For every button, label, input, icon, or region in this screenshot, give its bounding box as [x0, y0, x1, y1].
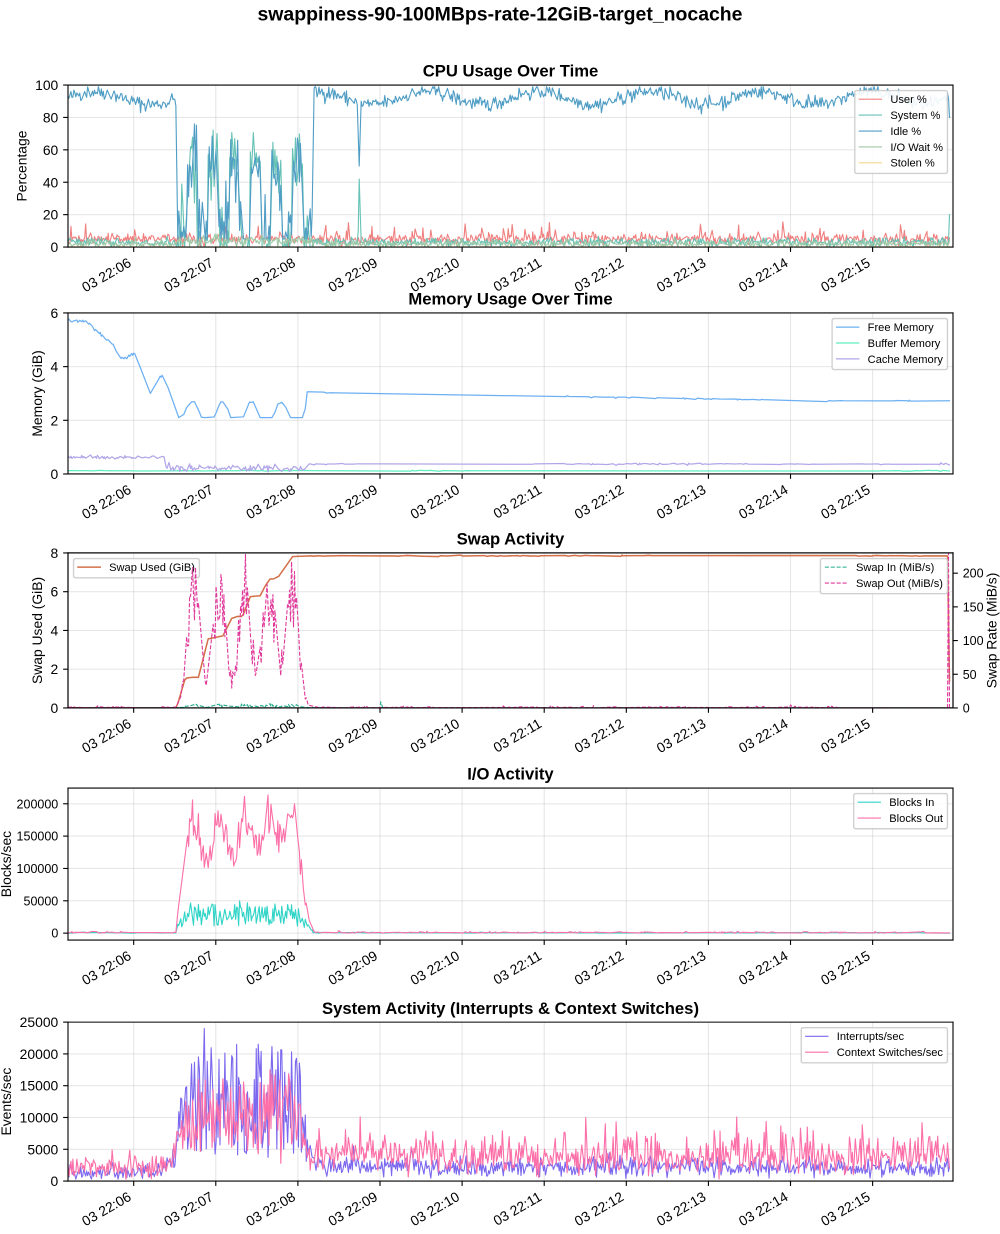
- svg-text:Stolen %: Stolen %: [890, 158, 935, 170]
- svg-text:2: 2: [51, 661, 59, 677]
- svg-text:I/O Activity: I/O Activity: [467, 765, 554, 784]
- svg-text:Blocks In: Blocks In: [889, 797, 934, 809]
- svg-text:Memory (GiB): Memory (GiB): [29, 350, 45, 436]
- svg-text:150: 150: [963, 600, 984, 614]
- svg-text:System %: System %: [890, 110, 940, 122]
- svg-text:I/O Wait %: I/O Wait %: [890, 142, 943, 154]
- svg-text:Free Memory: Free Memory: [868, 322, 934, 334]
- svg-text:4: 4: [51, 622, 59, 638]
- svg-text:Swap Used (GiB): Swap Used (GiB): [29, 577, 45, 684]
- svg-text:50: 50: [963, 668, 977, 682]
- svg-text:0: 0: [51, 927, 58, 941]
- svg-text:20: 20: [43, 207, 59, 223]
- svg-text:System Activity (Interrupts &: System Activity (Interrupts & Context Sw…: [322, 999, 699, 1018]
- svg-text:6: 6: [51, 305, 59, 321]
- svg-text:20000: 20000: [20, 1046, 59, 1062]
- svg-text:Interrupts/sec: Interrupts/sec: [837, 1031, 905, 1043]
- svg-text:0: 0: [51, 1173, 59, 1189]
- svg-text:0: 0: [51, 700, 59, 716]
- svg-text:User %: User %: [890, 94, 927, 106]
- svg-text:8: 8: [51, 545, 59, 561]
- svg-text:200000: 200000: [17, 797, 59, 811]
- svg-text:swappiness-90-100MBps-rate-12G: swappiness-90-100MBps-rate-12GiB-target_…: [257, 3, 742, 25]
- svg-text:Context Switches/sec: Context Switches/sec: [837, 1047, 944, 1059]
- svg-text:Swap In (MiB/s): Swap In (MiB/s): [856, 562, 935, 574]
- svg-text:Buffer Memory: Buffer Memory: [868, 338, 941, 350]
- svg-text:40: 40: [43, 174, 59, 190]
- svg-text:100000: 100000: [17, 862, 59, 876]
- svg-text:15000: 15000: [20, 1078, 59, 1094]
- svg-text:Swap Activity: Swap Activity: [457, 530, 565, 549]
- svg-text:CPU Usage Over Time: CPU Usage Over Time: [423, 62, 599, 81]
- svg-text:Memory Usage Over Time: Memory Usage Over Time: [408, 290, 612, 309]
- svg-text:0: 0: [51, 239, 59, 255]
- svg-text:200: 200: [963, 567, 984, 581]
- svg-text:80: 80: [43, 109, 59, 125]
- svg-text:Cache Memory: Cache Memory: [868, 354, 944, 366]
- svg-text:5000: 5000: [27, 1141, 58, 1157]
- svg-text:Swap Rate (MiB/s): Swap Rate (MiB/s): [983, 573, 999, 689]
- svg-text:100: 100: [35, 77, 58, 93]
- svg-text:10000: 10000: [20, 1110, 59, 1126]
- svg-text:0: 0: [51, 466, 59, 482]
- svg-text:Swap Out (MiB/s): Swap Out (MiB/s): [856, 578, 943, 590]
- svg-text:Blocks/sec: Blocks/sec: [0, 831, 14, 897]
- svg-text:Percentage: Percentage: [14, 130, 30, 201]
- svg-text:150000: 150000: [17, 830, 59, 844]
- svg-text:50000: 50000: [24, 894, 59, 908]
- svg-text:6: 6: [51, 584, 59, 600]
- svg-text:4: 4: [51, 359, 59, 375]
- svg-text:Blocks Out: Blocks Out: [889, 813, 943, 825]
- svg-text:60: 60: [43, 142, 59, 158]
- svg-text:25000: 25000: [20, 1014, 59, 1030]
- svg-text:2: 2: [51, 412, 59, 428]
- svg-text:Swap Used (GiB): Swap Used (GiB): [109, 562, 195, 574]
- svg-text:Events/sec: Events/sec: [0, 1068, 14, 1136]
- svg-text:Idle %: Idle %: [890, 126, 921, 138]
- svg-text:0: 0: [963, 701, 970, 715]
- svg-text:100: 100: [963, 634, 984, 648]
